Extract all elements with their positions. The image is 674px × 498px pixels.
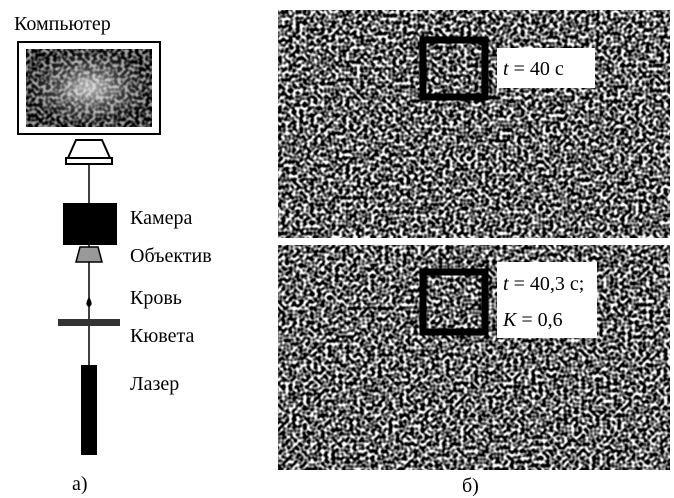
value: = 40 с [509,58,564,80]
blood-drop [86,297,91,307]
label-cuvette: Кювета [130,325,194,347]
screen-speckle [26,49,152,127]
contrast-label: K = 0,6 [502,309,563,331]
figure: Компьютер Камера Объектив Кровь Кювета Л… [0,0,674,498]
time-label: t = 40 с [503,58,564,80]
label-camera: Камера [130,207,192,229]
camera [63,203,117,245]
monitor-stand [68,140,110,158]
time-label: t = 40,3 с; [503,273,584,295]
caption-b: б) [462,475,479,497]
speckle-image [278,245,670,470]
laser [81,365,97,455]
value: = 40,3 с; [509,273,585,295]
monitor-base [66,158,112,164]
speckle-image [278,10,670,238]
speckle-images: t = 40 с t = 40,3 с; K = 0,6 б) [278,10,670,497]
label-laser: Лазер [130,373,179,395]
setup-diagram: Компьютер Камера Объектив Кровь Кювета Л… [14,13,212,495]
label-computer: Компьютер [14,13,111,35]
cuvette [58,319,120,326]
label-blood: Кровь [130,287,182,309]
objective [76,247,102,262]
caption-a: а) [72,473,88,495]
value: = 0,6 [516,309,562,331]
label-objective: Объектив [130,245,212,267]
